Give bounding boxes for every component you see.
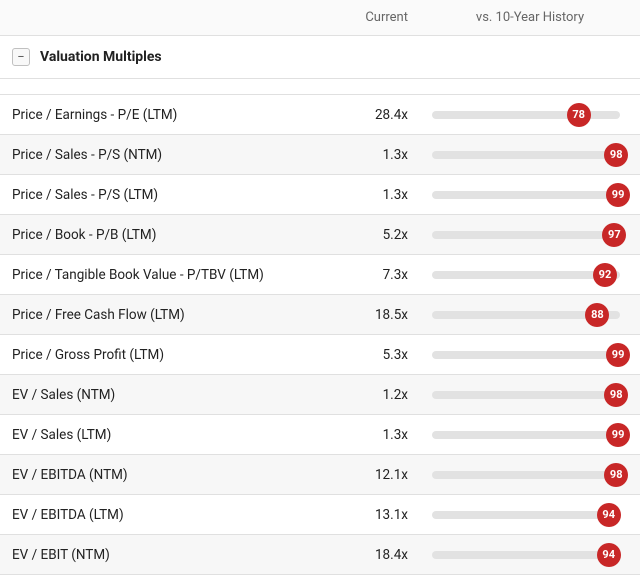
percentile-badge: 92 [593,263,617,287]
percentile-track: 78 [432,111,620,119]
metric-history: 94 [420,511,640,519]
metric-history: 99 [420,191,640,199]
section-header: − Valuation Multiples [0,36,640,79]
header-spacer [0,0,300,35]
table-row[interactable]: Price / Free Cash Flow (LTM)18.5x 88 [0,295,640,335]
percentile-track: 99 [432,431,620,439]
percentile-track: 92 [432,271,620,279]
percentile-track: 94 [432,511,620,519]
table-row[interactable]: Price / Tangible Book Value - P/TBV (LTM… [0,255,640,295]
metric-label: Price / Free Cash Flow (LTM) [0,307,300,323]
metric-current: 13.1x [300,507,420,523]
percentile-track: 97 [432,231,620,239]
percentile-badge: 78 [567,103,591,127]
percentile-badge: 99 [606,423,630,447]
header-current: Current [300,0,420,35]
percentile-badge: 94 [597,543,621,567]
metric-current: 5.2x [300,227,420,243]
table-row[interactable]: Price / Book - P/B (LTM)5.2x 97 [0,215,640,255]
metric-current: 5.3x [300,347,420,363]
percentile-badge: 88 [585,303,609,327]
metric-current: 7.3x [300,267,420,283]
partial-row [0,79,640,95]
percentile-track: 98 [432,151,620,159]
metric-label: EV / EBITDA (NTM) [0,467,300,483]
metric-label: EV / EBIT (NTM) [0,547,300,563]
header-history: vs. 10-Year History [420,0,640,35]
percentile-badge: 99 [606,343,630,367]
table-row[interactable]: Price / Gross Profit (LTM)5.3x 99 [0,335,640,375]
percentile-track: 98 [432,391,620,399]
percentile-badge: 98 [604,143,628,167]
percentile-badge: 98 [604,383,628,407]
metric-current: 1.3x [300,147,420,163]
collapse-icon[interactable]: − [12,48,30,66]
metric-label: Price / Book - P/B (LTM) [0,227,300,243]
metric-history: 94 [420,551,640,559]
percentile-track: 88 [432,311,620,319]
table-row[interactable]: EV / EBIT (NTM)18.4x 94 [0,535,640,575]
metric-label: EV / EBITDA (LTM) [0,507,300,523]
table-row[interactable]: EV / Sales (NTM)1.2x 98 [0,375,640,415]
metric-label: EV / Sales (LTM) [0,427,300,443]
metric-history: 99 [420,431,640,439]
metric-current: 1.3x [300,427,420,443]
percentile-badge: 99 [606,183,630,207]
metric-label: EV / Sales (NTM) [0,387,300,403]
table-row[interactable]: EV / EBITDA (LTM)13.1x 94 [0,495,640,535]
table-header-row: Current vs. 10-Year History [0,0,640,36]
metric-history: 92 [420,271,640,279]
metric-current: 18.4x [300,547,420,563]
metric-label: Price / Tangible Book Value - P/TBV (LTM… [0,267,300,283]
metric-label: Price / Sales - P/S (NTM) [0,147,300,163]
table-row[interactable]: Price / Earnings - P/E (LTM)28.4x 78 [0,95,640,135]
percentile-badge: 97 [602,223,626,247]
valuation-table: Current vs. 10-Year History − Valuation … [0,0,640,575]
table-row[interactable]: Price / Sales - P/S (NTM)1.3x 98 [0,135,640,175]
metric-label: Price / Gross Profit (LTM) [0,347,300,363]
metric-label: Price / Sales - P/S (LTM) [0,187,300,203]
percentile-track: 99 [432,351,620,359]
metric-history: 98 [420,471,640,479]
percentile-track: 94 [432,551,620,559]
metric-history: 78 [420,111,640,119]
section-title: Valuation Multiples [40,49,162,65]
metric-current: 28.4x [300,107,420,123]
percentile-track: 99 [432,191,620,199]
metric-current: 12.1x [300,467,420,483]
metric-history: 88 [420,311,640,319]
metric-current: 1.3x [300,187,420,203]
table-row[interactable]: Price / Sales - P/S (LTM)1.3x 99 [0,175,640,215]
metric-current: 1.2x [300,387,420,403]
metric-history: 99 [420,351,640,359]
table-row[interactable]: EV / Sales (LTM)1.3x 99 [0,415,640,455]
table-row[interactable]: EV / EBITDA (NTM)12.1x 98 [0,455,640,495]
percentile-track: 98 [432,471,620,479]
metric-history: 98 [420,391,640,399]
percentile-badge: 98 [604,463,628,487]
metric-history: 98 [420,151,640,159]
metric-label: Price / Earnings - P/E (LTM) [0,107,300,123]
percentile-badge: 94 [597,503,621,527]
metric-history: 97 [420,231,640,239]
metric-current: 18.5x [300,307,420,323]
